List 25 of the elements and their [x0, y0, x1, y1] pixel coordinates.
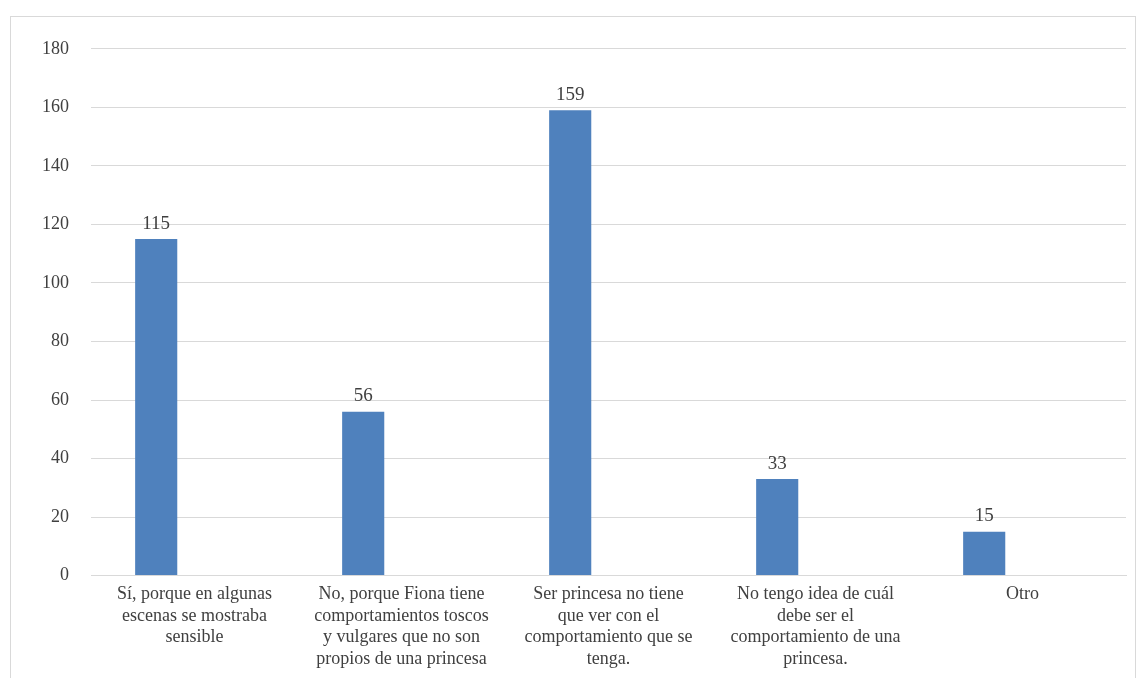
bar — [756, 479, 799, 576]
data-label: 115 — [142, 211, 171, 233]
data-label: 15 — [974, 504, 994, 526]
data-label: 159 — [555, 82, 585, 104]
y-tick-label: 140 — [42, 154, 69, 175]
data-label: 33 — [767, 451, 787, 473]
bar — [135, 239, 178, 576]
x-tick-label: Sí, porque en algunas escenas se mostraba sensible — [117, 583, 272, 647]
y-tick-label: 160 — [42, 96, 69, 117]
y-tick-label: 20 — [51, 505, 69, 526]
y-tick-label: 120 — [42, 213, 69, 234]
bar — [342, 411, 385, 576]
y-tick-label: 80 — [51, 330, 69, 351]
y-tick-label: 60 — [51, 388, 69, 409]
x-tick-label: No, porque Fiona tiene comportamientos toscos y vulgares que no son propios de una princesa — [314, 583, 489, 668]
y-tick-label: 40 — [51, 447, 69, 468]
y-tick-label: 0 — [60, 564, 69, 585]
bar — [963, 531, 1006, 576]
bar — [549, 110, 592, 576]
y-tick-label: 100 — [42, 271, 69, 292]
y-tick-label: 180 — [42, 37, 69, 58]
x-tick-label: Otro — [1006, 583, 1039, 604]
data-label: 56 — [353, 384, 373, 406]
x-tick-label: Ser princesa no tiene que ver con el comportamiento que se tenga. — [524, 583, 693, 668]
x-tick-label: No tengo idea de cuál debe ser el comportamiento de una princesa. — [730, 583, 901, 668]
